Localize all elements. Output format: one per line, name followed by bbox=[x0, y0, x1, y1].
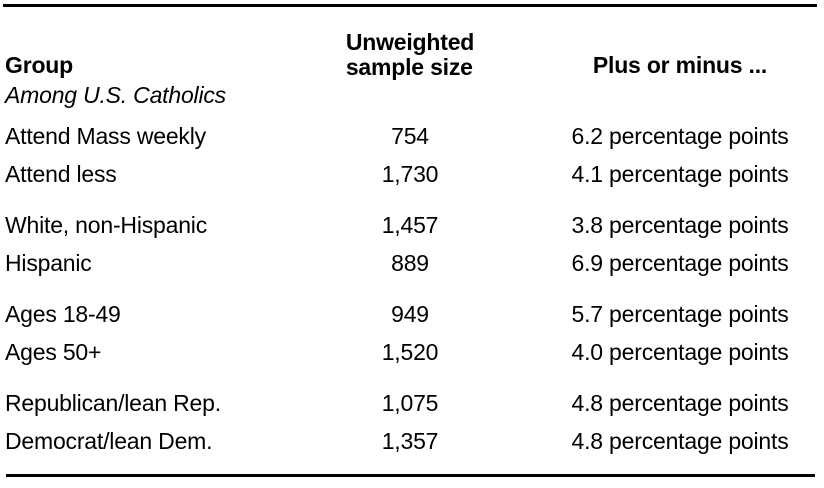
row-margin: 4.1 percentage points bbox=[571, 161, 789, 187]
table-row: White, non-Hispanic 1,457 3.8 percentage… bbox=[0, 213, 824, 251]
row-group-label: Democrat/lean Dem. bbox=[5, 428, 213, 454]
row-margin: 4.8 percentage points bbox=[571, 390, 789, 416]
table-row: Attend Mass weekly 754 6.2 percentage po… bbox=[0, 124, 824, 162]
table-row: Republican/lean Rep. 1,075 4.8 percentag… bbox=[0, 391, 824, 429]
row-group-label: Republican/lean Rep. bbox=[5, 390, 221, 416]
row-sample-size: 1,730 bbox=[381, 161, 439, 187]
row-sample-size: 1,457 bbox=[381, 212, 439, 238]
table-body: Attend Mass weekly 754 6.2 percentage po… bbox=[0, 124, 824, 467]
row-sample-size: 754 bbox=[391, 123, 429, 149]
row-sample-size: 1,520 bbox=[381, 339, 439, 365]
column-header-sample-size: Unweighted sample size bbox=[345, 29, 475, 80]
row-margin: 4.0 percentage points bbox=[571, 339, 789, 365]
row-group-label: Hispanic bbox=[5, 250, 92, 276]
row-sample-size: 1,075 bbox=[381, 390, 439, 416]
row-group-label: Ages 18-49 bbox=[5, 301, 121, 327]
table-row: Democrat/lean Dem. 1,357 4.8 percentage … bbox=[0, 429, 824, 467]
table-row: Ages 50+ 1,520 4.0 percentage points bbox=[0, 340, 824, 378]
row-group-label: Attend Mass weekly bbox=[5, 123, 206, 149]
row-margin: 3.8 percentage points bbox=[571, 212, 789, 238]
row-margin: 6.9 percentage points bbox=[571, 250, 789, 276]
bottom-rule bbox=[6, 474, 815, 477]
column-header-margin: Plus or minus ... bbox=[592, 52, 768, 78]
table-row: Hispanic 889 6.9 percentage points bbox=[0, 251, 824, 289]
table-row: Attend less 1,730 4.1 percentage points bbox=[0, 162, 824, 200]
top-rule bbox=[3, 4, 817, 7]
row-group-label: Ages 50+ bbox=[5, 339, 102, 365]
row-margin: 4.8 percentage points bbox=[571, 428, 789, 454]
row-sample-size: 1,357 bbox=[381, 428, 439, 454]
row-group-label: Attend less bbox=[5, 161, 117, 187]
row-margin: 5.7 percentage points bbox=[571, 301, 789, 327]
row-group-label: White, non-Hispanic bbox=[5, 212, 208, 238]
row-margin: 6.2 percentage points bbox=[571, 123, 789, 149]
column-header-sample-size-line2: sample size bbox=[345, 54, 473, 80]
table-row: Ages 18-49 949 5.7 percentage points bbox=[0, 302, 824, 340]
column-header-sample-size-line1: Unweighted bbox=[345, 29, 475, 55]
column-header-group: Group bbox=[5, 52, 73, 78]
row-sample-size: 949 bbox=[391, 301, 429, 327]
table-subtitle: Among U.S. Catholics bbox=[5, 82, 226, 108]
row-sample-size: 889 bbox=[391, 250, 429, 276]
